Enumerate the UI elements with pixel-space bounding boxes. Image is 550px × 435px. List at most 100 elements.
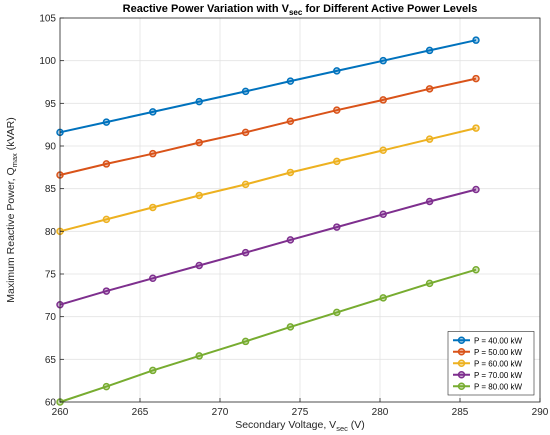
data-point	[102, 287, 111, 295]
y-tick-label: 75	[45, 270, 57, 281]
data-point	[379, 210, 387, 219]
chart-title-subscript: sec	[289, 8, 303, 17]
x-tick-label: 275	[292, 407, 309, 418]
series-line	[59, 39, 477, 134]
x-axis-label: Secondary Voltage, Vsec (V)	[235, 419, 365, 433]
y-axis-label-rest: (kVAR)	[5, 117, 17, 153]
data-point	[379, 294, 387, 302]
data-point	[149, 108, 157, 116]
y-tick-label: 105	[39, 14, 56, 25]
data-point	[472, 185, 480, 194]
y-tick-label: 90	[45, 142, 57, 153]
legend-swatch-marker	[457, 348, 466, 356]
data-point	[241, 87, 250, 96]
series-group	[56, 124, 480, 236]
data-point	[472, 124, 480, 132]
data-point	[102, 118, 111, 126]
data-point	[102, 382, 111, 391]
x-axis-label-main: Secondary Voltage, V	[235, 419, 336, 431]
legend-label: P = 80.00 kW	[474, 382, 523, 391]
series-layer	[56, 36, 480, 406]
data-point	[425, 85, 434, 93]
data-point	[379, 96, 387, 104]
legend-item: P = 80.00 kW	[453, 382, 523, 391]
data-point	[286, 236, 295, 244]
legend-swatch-marker	[457, 371, 466, 379]
data-point	[425, 135, 434, 143]
series-line	[59, 77, 477, 176]
y-tick-label: 85	[45, 184, 57, 195]
y-axis-label-main: Maximum Reactive Power, Q	[5, 167, 17, 302]
y-tick-label: 65	[45, 355, 57, 366]
data-point	[379, 56, 387, 65]
y-tick-label: 100	[39, 56, 56, 67]
x-tick-label: 260	[52, 407, 69, 418]
data-point	[241, 180, 250, 189]
legend-swatch-marker	[457, 382, 466, 390]
legend-swatch-marker	[457, 359, 466, 367]
data-point	[472, 265, 480, 274]
y-tick-label: 70	[45, 312, 57, 323]
legend-item: P = 50.00 kW	[453, 348, 523, 357]
data-point	[472, 36, 480, 44]
data-point	[286, 77, 295, 85]
chart-title-main: Reactive Power Variation with V	[123, 3, 290, 15]
data-point	[241, 128, 250, 137]
legend-label: P = 70.00 kW	[474, 371, 523, 380]
data-point	[195, 191, 203, 200]
data-point	[195, 261, 203, 270]
series-group	[56, 74, 480, 179]
x-tick-labels: 260 265 270 275 280 285 290	[52, 398, 549, 418]
chart-title-rest: for Different Active Power Levels	[302, 3, 477, 15]
data-point	[333, 67, 341, 75]
series-line	[59, 268, 477, 403]
data-point	[425, 46, 434, 55]
data-point	[472, 74, 480, 83]
data-point	[149, 366, 157, 375]
data-point	[102, 160, 111, 168]
legend-swatch-marker	[457, 336, 466, 344]
data-point	[333, 223, 341, 231]
data-point	[425, 197, 434, 206]
series-group	[56, 265, 480, 406]
x-tick-label: 290	[532, 407, 549, 418]
data-point	[149, 149, 157, 158]
legend: P = 40.00 kW P = 50.00 kW P = 60.00 kW P = …	[447, 331, 535, 396]
data-point	[149, 203, 157, 212]
chart-title: Reactive Power Variation with Vsec for D…	[123, 3, 478, 17]
data-point	[149, 274, 157, 283]
y-tick-labels: 60 65 70 75 80 85 90 95 100 105	[39, 14, 64, 409]
legend-item: P = 40.00 kW	[453, 336, 523, 345]
data-point	[286, 168, 295, 177]
data-point	[286, 117, 295, 126]
data-point	[195, 352, 203, 360]
series-line	[59, 127, 477, 233]
series-group	[56, 36, 480, 137]
y-axis-label: Maximum Reactive Power, Qmax (kVAR)	[5, 117, 19, 303]
y-tick-label: 95	[45, 99, 57, 110]
data-point	[333, 106, 341, 114]
x-tick-label: 285	[452, 407, 469, 418]
x-tick-label: 270	[212, 407, 229, 418]
legend-item: P = 70.00 kW	[453, 371, 523, 380]
y-tick-label: 80	[45, 227, 57, 238]
data-point	[195, 138, 203, 147]
x-axis-label-rest: (V)	[348, 419, 365, 431]
data-point	[102, 215, 111, 224]
data-point	[379, 146, 387, 155]
x-tick-label: 280	[372, 407, 389, 418]
data-point	[286, 323, 295, 331]
data-point	[333, 157, 341, 166]
data-point	[333, 308, 341, 317]
data-point	[425, 279, 434, 288]
legend-label: P = 60.00 kW	[474, 359, 523, 368]
y-axis-label-subscript: max	[10, 153, 19, 167]
legend-label: P = 40.00 kW	[474, 336, 523, 345]
legend-item: P = 60.00 kW	[453, 359, 523, 368]
legend-label: P = 50.00 kW	[474, 348, 523, 357]
data-point	[241, 337, 250, 346]
x-tick-label: 265	[132, 407, 149, 418]
y-tick-label: 60	[45, 398, 57, 409]
legend-items: P = 40.00 kW P = 50.00 kW P = 60.00 kW P = …	[453, 336, 523, 391]
